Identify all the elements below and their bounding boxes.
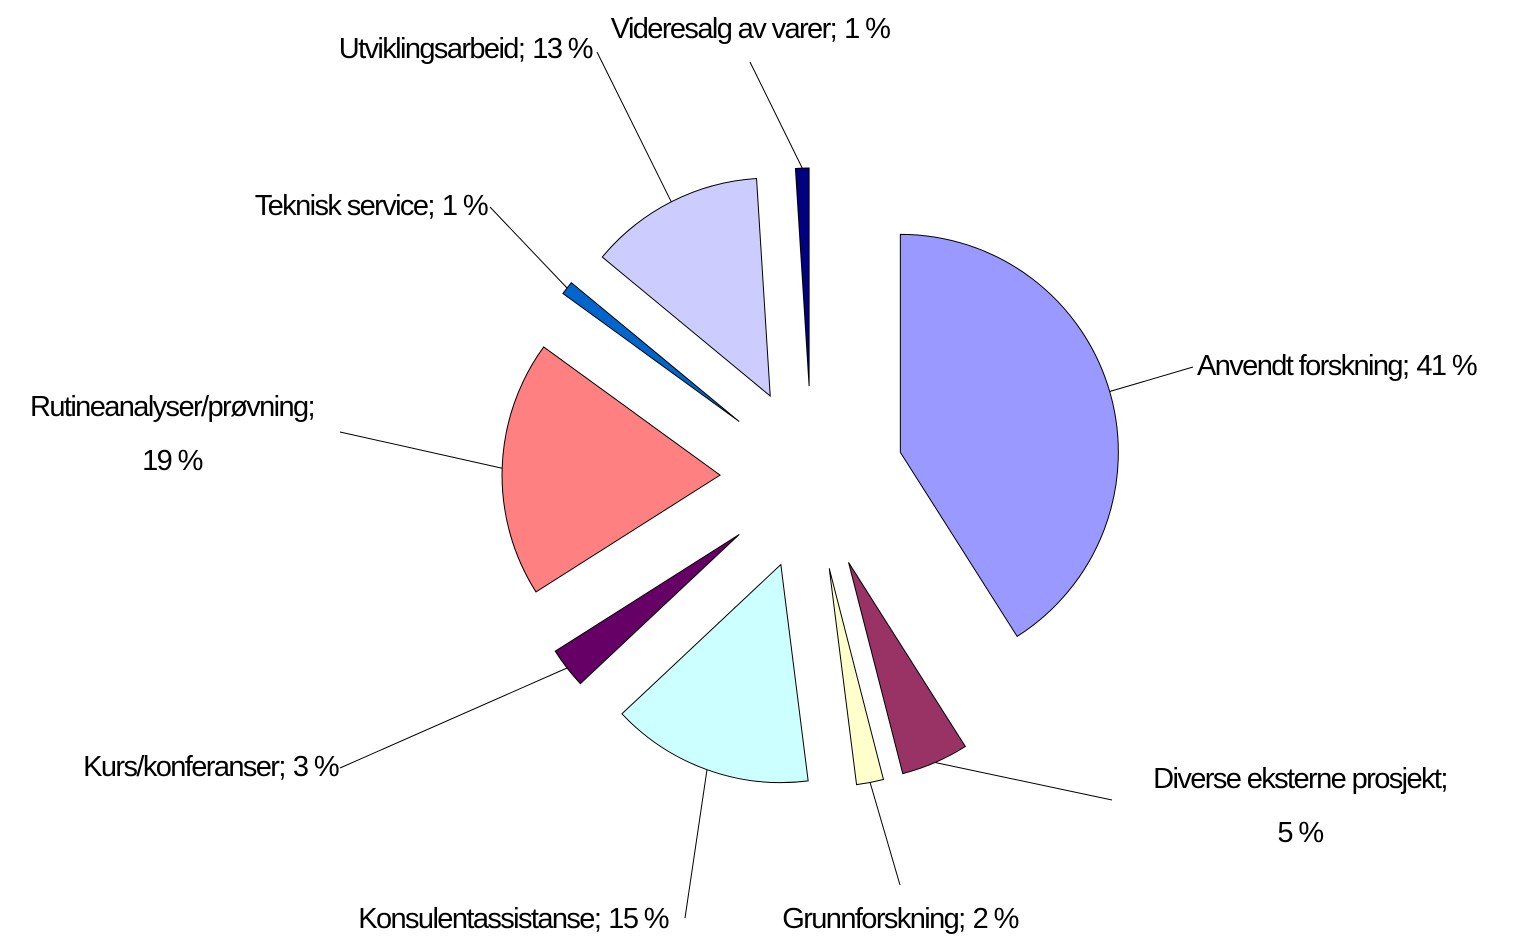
value-label: 3 % [293, 751, 339, 783]
value-label: 5 % [1277, 817, 1323, 849]
category-label: Grunnforskning; [782, 903, 964, 935]
value-label: 1 % [442, 190, 488, 222]
category-label: Anvendt forskning; [1197, 350, 1408, 382]
data-label: Anvendt forskning; 41 % [1197, 350, 1477, 382]
leader-line [339, 431, 503, 469]
category-label: Konsulentassistanse; [358, 903, 600, 935]
category-label: Kurs/konferanser; [83, 751, 285, 783]
leader-line [935, 762, 1113, 801]
pie-slice [601, 177, 771, 398]
pie-slice [828, 568, 885, 786]
data-label: Diverse eksterne prosjekt; 5 % [1153, 763, 1447, 849]
value-label: 13 % [532, 33, 593, 65]
data-label: Rutineanalyser/prøvning; 19 % [30, 391, 314, 477]
leader-line [596, 51, 672, 203]
category-label: Teknisk service; [255, 190, 434, 222]
pie-slice [899, 233, 1119, 638]
data-label: Videresalg av varer; 1 % [611, 13, 890, 45]
data-label: Konsulentassistanse; 15 % [358, 903, 669, 935]
value-label: 41 % [1416, 350, 1477, 382]
data-label: Grunnforskning; 2 % [782, 903, 1018, 935]
leader-line [684, 769, 708, 919]
category-label: Rutineanalyser/prøvning; [30, 391, 314, 423]
category-label: Utviklingsarbeid; [339, 33, 525, 65]
leader-line [749, 61, 803, 169]
data-label: Utviklingsarbeid; 13 % [339, 33, 593, 65]
leader-line [1109, 366, 1194, 392]
pie-slice [794, 167, 810, 387]
leader-line [339, 667, 568, 769]
category-label: Videresalg av varer; [611, 13, 836, 45]
category-label: Diverse eksterne prosjekt; [1153, 763, 1447, 795]
value-label: 19 % [142, 445, 203, 477]
data-label: Teknisk service; 1 % [255, 190, 488, 222]
data-label: Kurs/konferanser; 3 % [83, 751, 339, 783]
leader-line [869, 782, 901, 886]
value-label: 1 % [844, 13, 890, 45]
leader-line [489, 206, 568, 289]
pie-slice [621, 563, 809, 784]
value-label: 15 % [608, 903, 669, 935]
pie-slice [501, 346, 721, 593]
value-label: 2 % [973, 903, 1019, 935]
